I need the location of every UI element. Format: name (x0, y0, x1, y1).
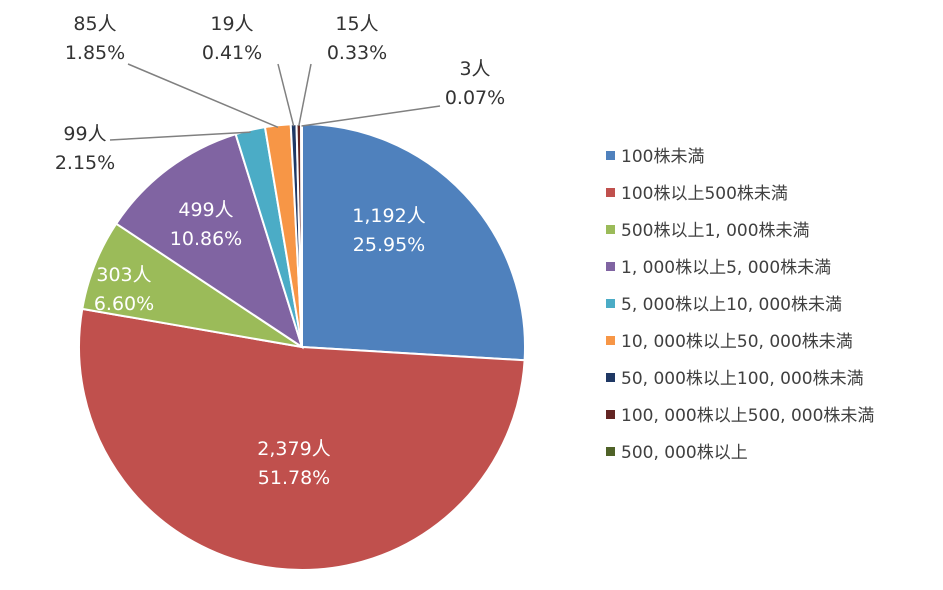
legend-swatch-6 (606, 336, 615, 345)
legend-swatch-1 (606, 151, 615, 160)
data-label-percent-9: 0.07% (445, 87, 505, 109)
pie-slice-1 (301, 122, 527, 362)
data-label-count-8: 15人 (335, 13, 378, 35)
legend-swatch-2 (606, 188, 615, 197)
legend-swatch-3 (606, 225, 615, 234)
data-label-percent-1: 25.95% (353, 234, 425, 256)
pie-slice-9 (300, 122, 303, 348)
data-label-percent-6: 1.85% (65, 42, 125, 64)
data-label-count-3: 303人 (96, 264, 151, 286)
leader-line-6 (127, 63, 279, 128)
pie-slice-2 (78, 307, 526, 571)
legend-label-6: 10, 000株以上50, 000株未満 (621, 332, 853, 352)
leader-line-9 (301, 105, 441, 127)
pie-slice-4 (114, 132, 304, 350)
legend-label-2: 100株以上500株未満 (621, 184, 788, 204)
data-label-percent-5: 2.15% (55, 152, 115, 174)
legend-swatch-4 (606, 262, 615, 271)
legend-swatch-9 (606, 447, 615, 456)
data-label-count-9: 3人 (459, 58, 490, 80)
data-labels: 1,192人 25.95% 2,379人 51.78% 303人 6.60% 499人 10.… (55, 13, 505, 489)
leader-line-5 (109, 131, 251, 141)
pie-slices (78, 122, 527, 571)
legend-swatch-7 (606, 373, 615, 382)
data-label-percent-2: 51.78% (258, 467, 330, 489)
data-label-count-4: 499人 (178, 199, 233, 221)
data-label-percent-7: 0.41% (202, 42, 262, 64)
legend-label-4: 1, 000株以上5, 000株未満 (621, 258, 831, 278)
data-label-count-5: 99人 (63, 123, 106, 145)
data-label-percent-4: 10.86% (170, 228, 242, 250)
data-label-percent-3: 6.60% (94, 293, 154, 315)
legend-label-1: 100株未満 (621, 147, 704, 167)
leader-lines (109, 63, 441, 141)
legend-label-9: 500, 000株以上 (621, 443, 748, 463)
legend-label-7: 50, 000株以上100, 000株未満 (621, 369, 864, 389)
data-label-count-7: 19人 (210, 13, 253, 35)
data-label-count-2: 2,379人 (257, 438, 330, 460)
legend: 100株未満 100株以上500株未満 500株以上1, 000株未満 1, 000株… (606, 147, 874, 463)
legend-label-8: 100, 000株以上500, 000株未満 (621, 406, 874, 426)
data-label-percent-8: 0.33% (327, 42, 387, 64)
leader-line-8 (298, 63, 312, 127)
legend-label-5: 5, 000株以上10, 000株未満 (621, 295, 842, 315)
legend-swatch-5 (606, 299, 615, 308)
data-label-count-1: 1,192人 (352, 205, 425, 227)
legend-label-3: 500株以上1, 000株未満 (621, 221, 810, 241)
leader-line-7 (277, 63, 295, 127)
legend-swatch-8 (606, 410, 615, 419)
data-label-count-6: 85人 (73, 13, 116, 35)
